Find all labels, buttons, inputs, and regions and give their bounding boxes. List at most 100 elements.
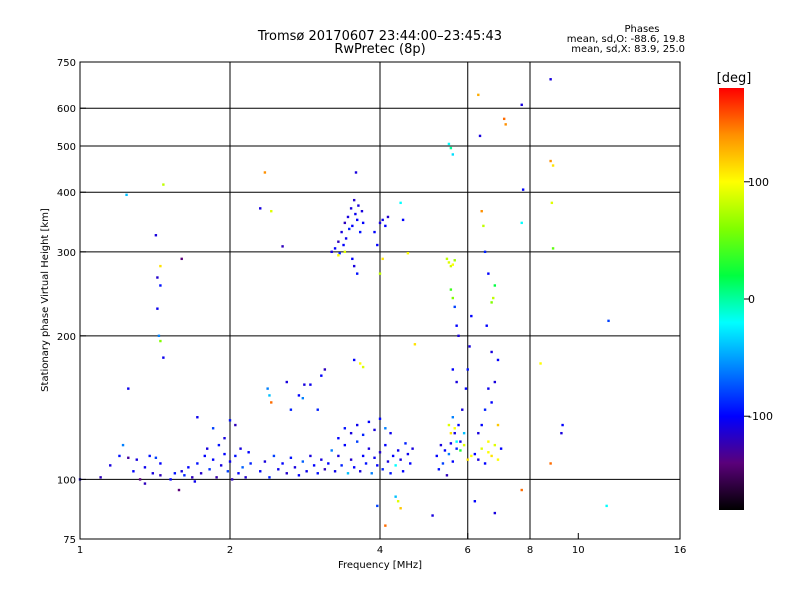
echo-point: [451, 460, 455, 463]
echo-point: [457, 423, 460, 427]
echo-point: [223, 452, 226, 456]
echo-point: [439, 443, 443, 447]
echo-point: [343, 250, 347, 254]
echo-point: [162, 183, 165, 186]
echo-point: [499, 447, 503, 450]
echo-point: [343, 221, 347, 225]
echo-point: [496, 358, 500, 362]
chart-title: Tromsø 20170607 23:44:00–23:45:43: [257, 29, 502, 44]
echo-point: [493, 511, 497, 515]
echo-point: [443, 449, 447, 452]
echo-point: [376, 243, 379, 247]
echo-point: [399, 507, 402, 510]
echo-point: [333, 470, 337, 473]
y-tick-label: 75: [63, 535, 76, 546]
echo-point: [228, 419, 232, 422]
echo-point: [485, 324, 488, 327]
y-tick-label: 200: [57, 332, 76, 343]
echo-point: [169, 478, 172, 481]
echo-point: [234, 423, 237, 427]
echo-point: [352, 264, 356, 268]
echo-point: [241, 466, 244, 469]
echo-point: [473, 452, 477, 456]
echo-point: [520, 103, 523, 107]
echo-point: [138, 478, 142, 481]
echo-point: [346, 215, 350, 219]
x-tick-label: 16: [674, 545, 687, 556]
echo-point: [239, 447, 242, 450]
echo-point: [396, 449, 400, 452]
echo-point: [118, 454, 121, 458]
echo-point: [187, 466, 190, 469]
echo-point: [451, 153, 455, 156]
echo-point: [277, 468, 280, 471]
echo-point: [373, 456, 376, 459]
echo-point: [223, 437, 226, 440]
echo-point: [401, 470, 405, 473]
echo-point: [125, 193, 128, 197]
echo-point: [549, 462, 552, 465]
echo-point: [135, 458, 138, 461]
echo-point: [340, 230, 343, 234]
echo-point: [159, 474, 162, 477]
echo-point: [459, 449, 462, 452]
echo-point: [301, 460, 305, 463]
y-tick-label: 500: [57, 142, 76, 153]
echo-point: [361, 454, 365, 458]
echo-point: [237, 472, 240, 475]
echo-point: [343, 443, 347, 447]
echo-point: [396, 500, 400, 503]
echo-point: [360, 209, 364, 213]
echo-point: [477, 458, 480, 461]
echo-point: [351, 257, 354, 261]
chart-subtitle: RwPretec (8p): [334, 42, 425, 57]
echo-point: [378, 417, 382, 420]
echo-point: [211, 458, 215, 461]
echo-point: [399, 458, 402, 461]
echo-point: [453, 305, 456, 309]
echo-point: [447, 261, 451, 264]
echo-point: [358, 470, 362, 473]
echo-point: [477, 93, 480, 97]
x-tick-label: 2: [227, 545, 233, 556]
echo-point: [259, 207, 262, 210]
y-tick-label: 750: [57, 58, 76, 69]
echo-point: [215, 476, 218, 479]
echo-point: [496, 423, 500, 427]
echo-point: [268, 394, 271, 397]
echo-point: [312, 464, 316, 467]
echo-point: [148, 454, 151, 458]
echo-point: [361, 221, 365, 225]
echo-point: [349, 458, 353, 461]
echo-point: [549, 78, 552, 81]
echo-point: [352, 466, 356, 469]
echo-point: [605, 504, 608, 508]
gridlines: [80, 62, 680, 539]
echo-point: [480, 209, 483, 213]
echo-point: [449, 288, 453, 291]
echo-point: [361, 433, 365, 437]
echo-point: [453, 259, 456, 262]
echo-point: [249, 462, 252, 465]
echo-point: [378, 221, 382, 225]
echo-point: [449, 146, 453, 150]
echo-point: [364, 462, 368, 465]
echo-point: [539, 362, 542, 365]
echo-point: [196, 462, 199, 465]
echo-point: [551, 164, 555, 167]
echo-point: [228, 460, 232, 463]
echo-point: [343, 427, 347, 430]
echo-point: [384, 224, 387, 228]
echo-point: [483, 250, 487, 254]
echo-point: [453, 427, 456, 430]
echo-point: [451, 416, 455, 419]
echo-point: [230, 478, 234, 481]
echo-point: [337, 240, 340, 243]
echo-point: [193, 480, 197, 483]
echo-point: [394, 495, 397, 498]
x-tick-label: 10: [572, 545, 585, 556]
stats-o-mode: mean, sd,O: -88.6, 19.8: [567, 34, 685, 45]
y-tick-label: 300: [57, 248, 76, 259]
echo-point: [309, 454, 312, 458]
echo-point: [355, 440, 359, 443]
